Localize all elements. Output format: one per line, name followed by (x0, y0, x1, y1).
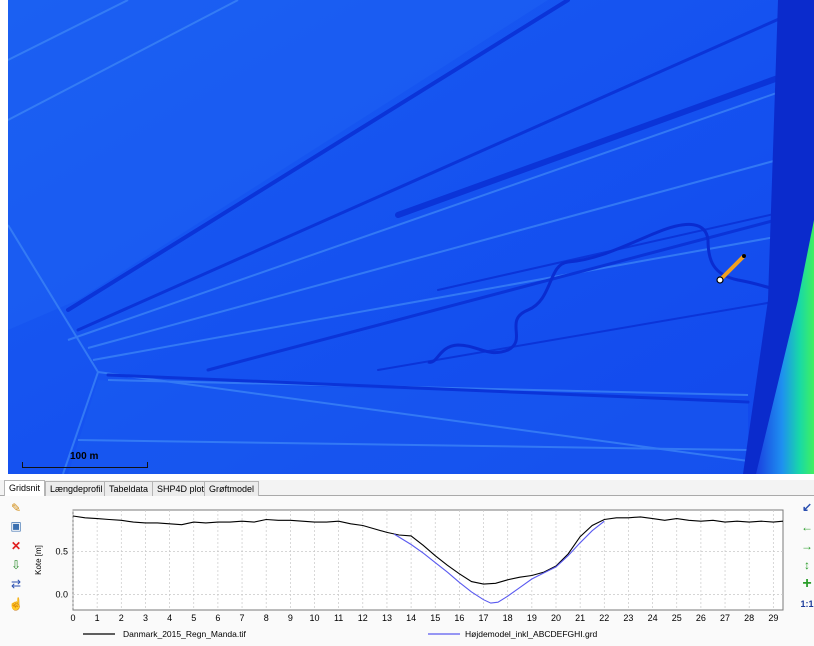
scale-bar: 100 m (22, 451, 148, 468)
y-tick-label: 0.5 (55, 546, 68, 556)
legend-label-1: Danmark_2015_Regn_Manda.tif (123, 629, 246, 639)
field-boundaries (8, 0, 814, 474)
x-tick-label: 4 (167, 613, 172, 623)
x-tick-label: 22 (599, 613, 609, 623)
x-tick-label: 2 (119, 613, 124, 623)
right-toolbar: ↙ ← → ↕ + 1:1 (798, 496, 814, 646)
profile-section-line[interactable] (718, 254, 746, 282)
image-icon[interactable]: ▣ (10, 519, 22, 533)
arrow-right-icon[interactable]: → (801, 539, 813, 553)
arrow-vertical-icon[interactable]: ↕ (804, 558, 810, 572)
tab-tabeldata[interactable]: Tabeldata (104, 481, 154, 496)
x-tick-label: 23 (623, 613, 633, 623)
x-tick-label: 5 (191, 613, 196, 623)
arrow-diagonal-icon[interactable]: ↙ (801, 500, 813, 514)
plot-area (72, 509, 784, 611)
x-tick-label: 18 (503, 613, 513, 623)
x-tick-label: 7 (240, 613, 245, 623)
scale-label: 100 m (70, 451, 99, 462)
map-view[interactable]: 100 m (8, 0, 814, 474)
x-tick-label: 9 (288, 613, 293, 623)
tab-shp4d-plot[interactable]: SHP4D plot (152, 481, 210, 496)
left-toolbar: ✎ ▣ ✕ ⇩ ⇄ ☝ (6, 496, 28, 646)
x-tick-label: 11 (334, 613, 343, 623)
import-icon[interactable]: ⇩ (10, 558, 22, 572)
cross-section-chart[interactable]: 0 1 2 3 4 5 6 7 8 9 10 11 12 13 14 15 16 17 18 19 20 21 22 23 24… (28, 496, 792, 646)
x-tick-label: 13 (382, 613, 392, 623)
x-tick-label: 12 (358, 613, 368, 623)
x-tick-label: 15 (430, 613, 440, 623)
plus-icon[interactable]: + (802, 575, 812, 592)
arrow-left-icon[interactable]: ← (801, 520, 813, 534)
elevation-map[interactable] (8, 0, 814, 474)
x-tick-label: 1 (95, 613, 100, 623)
x-tick-label: 8 (264, 613, 269, 623)
y-axis-label: Kote [m] (34, 545, 43, 575)
ditches (66, 0, 814, 404)
delete-icon[interactable]: ✕ (10, 539, 22, 553)
series-line-2 (393, 520, 605, 604)
chart-canvas: 0 1 2 3 4 5 6 7 8 9 10 11 12 13 14 15 16 17 18 19 20 21 22 23 24… (34, 509, 784, 639)
x-tick-label: 25 (672, 613, 682, 623)
x-tick-label: 16 (454, 613, 464, 623)
pencil-icon[interactable]: ✎ (10, 501, 22, 515)
tab-bar: Gridsnit Længdeprofil Tabeldata SHP4D pl… (0, 480, 814, 497)
hand-icon[interactable]: ☝ (8, 597, 24, 611)
x-tick-label: 24 (648, 613, 658, 623)
x-tick-label: 29 (768, 613, 778, 623)
tab-groeftmodel[interactable]: Grøftmodel (204, 481, 260, 496)
section-start-handle[interactable] (716, 276, 724, 284)
x-tick-label: 6 (215, 613, 220, 623)
tab-gridsnit[interactable]: Gridsnit (4, 480, 46, 497)
x-tick-label: 0 (70, 613, 75, 623)
x-tick-label: 3 (143, 613, 148, 623)
embankment (756, 220, 814, 474)
profile-panel: ✎ ▣ ✕ ⇩ ⇄ ☝ 0 1 2 3 4 5 6 7 8 9 10 11 12 13 14 15 16 17 18… (0, 496, 814, 646)
x-tick-label: 14 (406, 613, 416, 623)
x-tick-label: 17 (479, 613, 489, 623)
x-tick-label: 21 (575, 613, 585, 623)
tab-laengdeprofil[interactable]: Længdeprofil (45, 481, 108, 496)
x-tick-label: 28 (744, 613, 754, 623)
y-tick-label: 0.0 (55, 589, 68, 599)
x-tick-label: 27 (720, 613, 730, 623)
one-to-one-icon[interactable]: 1:1 (800, 599, 814, 609)
scale-bar-line (22, 462, 148, 468)
section-end-handle[interactable] (742, 254, 746, 258)
stream (427, 222, 814, 364)
x-tick-label: 10 (309, 613, 319, 623)
series-line-1 (72, 515, 784, 585)
swap-icon[interactable]: ⇄ (10, 577, 22, 591)
x-tick-label: 20 (551, 613, 561, 623)
x-tick-label: 19 (527, 613, 537, 623)
map-background (8, 0, 814, 474)
legend-label-2: Højdemodel_inkl_ABCDEFGHI.grd (465, 629, 598, 639)
x-tick-label: 26 (696, 613, 706, 623)
